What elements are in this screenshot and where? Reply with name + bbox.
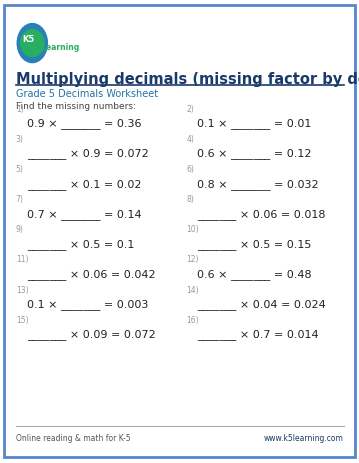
- Text: 2): 2): [187, 105, 195, 113]
- Text: 9): 9): [16, 225, 24, 234]
- Text: 0.6 × _______ = 0.12: 0.6 × _______ = 0.12: [197, 148, 312, 159]
- Text: 10): 10): [187, 225, 199, 234]
- Text: 0.9 × _______ = 0.36: 0.9 × _______ = 0.36: [27, 118, 141, 129]
- Text: _______ × 0.09 = 0.072: _______ × 0.09 = 0.072: [27, 329, 156, 340]
- Text: Grade 5 Decimals Worksheet: Grade 5 Decimals Worksheet: [16, 89, 158, 99]
- Text: _______ × 0.06 = 0.018: _______ × 0.06 = 0.018: [197, 208, 326, 219]
- Text: Find the missing numbers:: Find the missing numbers:: [16, 102, 136, 111]
- Text: 8): 8): [187, 195, 195, 204]
- Text: 14): 14): [187, 285, 199, 294]
- Text: 6): 6): [187, 165, 195, 174]
- Text: _______ × 0.5 = 0.15: _______ × 0.5 = 0.15: [197, 238, 312, 250]
- Text: 4): 4): [187, 135, 195, 144]
- Text: 0.7 × _______ = 0.14: 0.7 × _______ = 0.14: [27, 208, 141, 219]
- Text: _______ × 0.9 = 0.072: _______ × 0.9 = 0.072: [27, 148, 149, 159]
- Text: 0.6 × _______ = 0.48: 0.6 × _______ = 0.48: [197, 269, 312, 280]
- Text: _______ × 0.1 = 0.02: _______ × 0.1 = 0.02: [27, 178, 141, 189]
- Text: _______ × 0.06 = 0.042: _______ × 0.06 = 0.042: [27, 269, 155, 280]
- Text: 0.8 × _______ = 0.032: 0.8 × _______ = 0.032: [197, 178, 319, 189]
- Text: 16): 16): [187, 315, 199, 324]
- Text: 0.1 × _______ = 0.01: 0.1 × _______ = 0.01: [197, 118, 312, 129]
- Ellipse shape: [21, 31, 44, 57]
- Text: 7): 7): [16, 195, 24, 204]
- Text: K5: K5: [23, 35, 35, 44]
- Text: 3): 3): [16, 135, 24, 144]
- Text: 0.1 × _______ = 0.003: 0.1 × _______ = 0.003: [27, 299, 148, 310]
- Text: _______ × 0.5 = 0.1: _______ × 0.5 = 0.1: [27, 238, 134, 250]
- Text: 11): 11): [16, 255, 28, 264]
- Text: www.k5learning.com: www.k5learning.com: [264, 433, 344, 442]
- Text: 13): 13): [16, 285, 28, 294]
- Text: _______ × 0.04 = 0.024: _______ × 0.04 = 0.024: [197, 299, 326, 310]
- Text: 5): 5): [16, 165, 24, 174]
- Text: _______ × 0.7 = 0.014: _______ × 0.7 = 0.014: [197, 329, 319, 340]
- Circle shape: [17, 25, 47, 63]
- Text: Learning: Learning: [41, 43, 80, 52]
- Text: 15): 15): [16, 315, 28, 324]
- Text: Online reading & math for K-5: Online reading & math for K-5: [16, 433, 130, 442]
- Text: 12): 12): [187, 255, 199, 264]
- Text: Multiplying decimals (missing factor by decimals): Multiplying decimals (missing factor by …: [16, 72, 359, 87]
- Text: 1): 1): [16, 105, 24, 113]
